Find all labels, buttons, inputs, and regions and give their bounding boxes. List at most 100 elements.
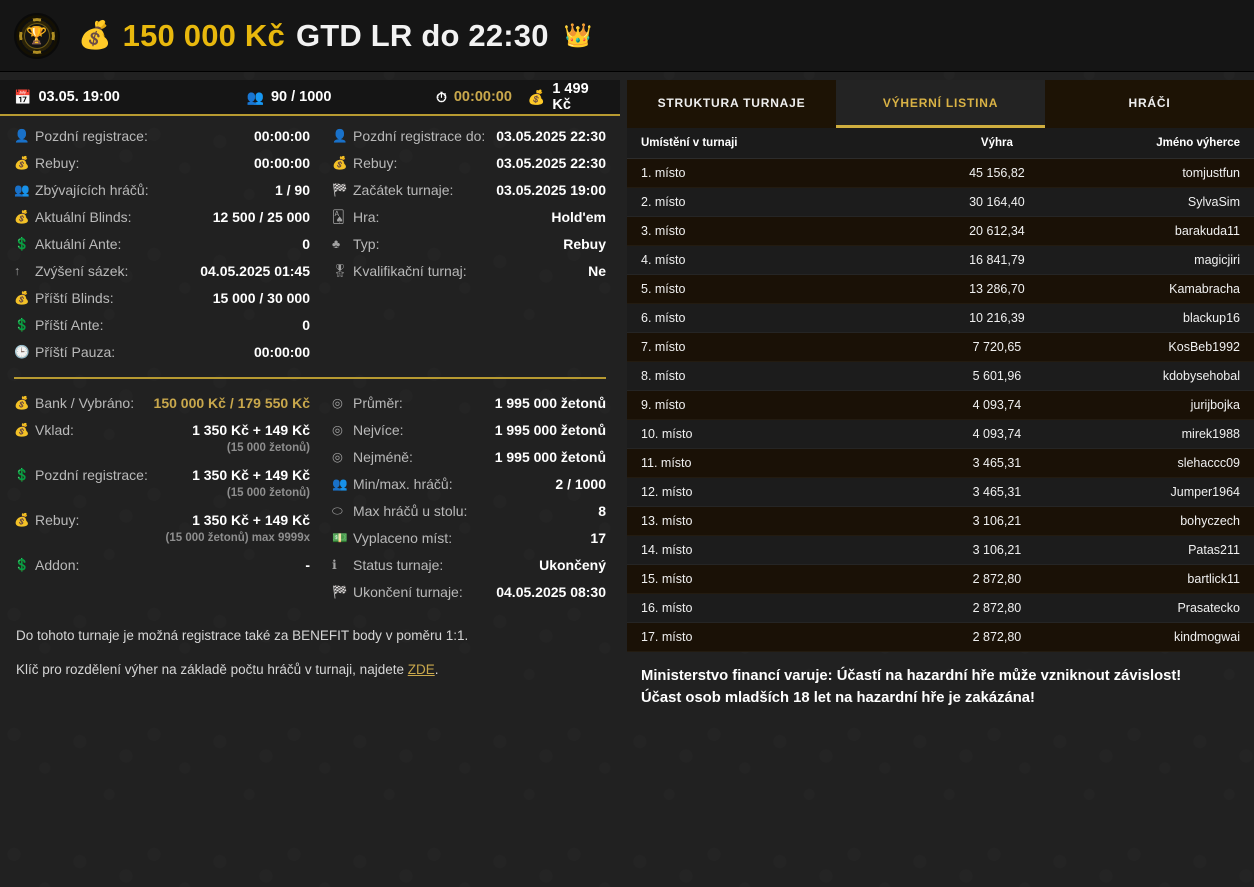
cell-place: 8. místo xyxy=(627,361,910,391)
table-row: 16. místo 2 872,80 Prasatecko xyxy=(627,593,1254,623)
cell-winner: mirek1988 xyxy=(1084,419,1254,449)
detail-value: 00:00:00 xyxy=(253,343,310,360)
detail-value: 150 000 Kč / 179 550 Kč xyxy=(153,394,310,411)
cell-prize: 45 156,82 xyxy=(909,158,1085,188)
cell-place: 13. místo xyxy=(627,506,910,536)
cell-place: 10. místo xyxy=(627,419,910,449)
rebuy-coins-icon: 💰 xyxy=(14,290,30,305)
detail-value: 00:00:00 xyxy=(253,127,310,144)
players-icon: 👥 xyxy=(246,89,264,105)
table-row: 11. místo 3 465,31 slehaccc09 xyxy=(627,448,1254,478)
title-rest: GTD LR do 22:30 xyxy=(295,17,549,53)
cell-prize: 3 106,21 xyxy=(909,506,1085,536)
detail-label: Aktuální Ante: xyxy=(35,235,122,252)
medal-icon: 🎖 xyxy=(332,263,348,278)
detail-value: 1 350 Kč + 149 Kč (15 000 žetonů) xyxy=(192,466,310,502)
cell-prize: 3 465,31 xyxy=(909,477,1085,507)
note-line-2-before: Klíč pro rozdělení výher na základě počt… xyxy=(16,662,408,677)
cell-winner: Patas211 xyxy=(1084,535,1254,565)
flag-icon: 🏁 xyxy=(332,182,348,197)
detail-row: 💵 Vyplaceno míst: 17 xyxy=(332,524,606,551)
detail-row: 💰 Bank / Vybráno: 150 000 Kč / 179 550 Kč xyxy=(14,389,310,416)
crown-icon: 👑 xyxy=(563,22,593,48)
payout-icon: 💵 xyxy=(332,530,348,545)
registration-note: Do tohoto turnaje je možná registrace ta… xyxy=(0,605,620,687)
payout-key-link[interactable]: ZDE xyxy=(407,662,435,677)
cell-prize: 20 612,34 xyxy=(909,216,1085,246)
cell-winner: Kamabracha xyxy=(1084,274,1254,304)
detail-label: Pozdní registrace: xyxy=(35,127,148,144)
prize-list-table: Umístění v turnaji Výhra Jméno výherce 1… xyxy=(627,128,1254,652)
detail-row: 💲 Aktuální Ante: 0 xyxy=(14,230,310,257)
detail-row: 💲 Addon: - xyxy=(14,551,310,578)
cell-winner: magicjiri xyxy=(1084,245,1254,275)
detail-label: Min/max. hráčů: xyxy=(353,475,453,492)
detail-grid-top: 👤 Pozdní registrace: 00:00:00 💰 Rebuy: 00:00:… xyxy=(0,116,620,365)
detail-label: Status turnaje: xyxy=(353,556,444,573)
detail-value: 03.05.2025 22:30 xyxy=(496,154,606,171)
raise-arrow-icon: ↑ xyxy=(14,263,21,278)
detail-row: 💰 Rebuy: 03.05.2025 22:30 xyxy=(332,149,606,176)
detail-value-sub: (15 000 žetonů) xyxy=(226,441,310,454)
detail-row: 👤 Pozdní registrace: 00:00:00 xyxy=(14,122,310,149)
cell-winner: slehaccc09 xyxy=(1084,448,1254,478)
detail-column-right: 👤 Pozdní registrace do: 03.05.2025 22:30 💰 R… xyxy=(310,122,606,365)
table-row: 8. místo 5 601,96 kdobysehobal xyxy=(627,361,1254,391)
page-header: 🏆 💰 150 000 Kč GTD LR do 22:30 👑 xyxy=(0,0,1254,72)
summary-players: 👥 90 / 1000 xyxy=(247,89,436,105)
detail-label: Zvýšení sázek: xyxy=(35,262,129,279)
detail-label: Zbývajících hráčů: xyxy=(35,181,149,198)
prize-table-body: 1. místo 45 156,82 tomjustfun 2. místo 30 16… xyxy=(627,158,1254,652)
cell-prize: 13 286,70 xyxy=(909,274,1085,304)
table-row: 13. místo 3 106,21 bohyczech xyxy=(627,506,1254,536)
tab-bar: STRUKTURA TURNAJE VÝHERNÍ LISTINA HRÁČI xyxy=(627,80,1254,128)
detail-value: 1 / 90 xyxy=(274,181,310,198)
detail-label: Max hráčů u stolu: xyxy=(353,502,468,519)
summary-date: 📅 03.05. 19:00 xyxy=(14,89,247,105)
tab-1[interactable]: STRUKTURA TURNAJE xyxy=(627,80,836,128)
detail-label: Typ: xyxy=(353,235,380,252)
summary-fee: 💰 1 499 Kč xyxy=(528,81,606,113)
detail-value: 03.05.2025 22:30 xyxy=(496,127,606,144)
detail-label: Addon: xyxy=(35,556,80,573)
detail-row: 🕒 Příští Pauza: 00:00:00 xyxy=(14,338,310,365)
legal-warning: Ministerstvo financí varuje: Účastí na h… xyxy=(627,652,1254,709)
tab-3[interactable]: HRÁČI xyxy=(1045,80,1254,128)
table-row: 12. místo 3 465,31 Jumper1964 xyxy=(627,477,1254,507)
detail-row: 🏁 Ukončení turnaje: 04.05.2025 08:30 xyxy=(332,578,606,605)
detail-label: Bank / Vybráno: xyxy=(35,394,135,411)
summary-clock: ⏱ 00:00:00 xyxy=(436,89,512,105)
cell-prize: 2 872,80 xyxy=(909,593,1085,623)
detail-row: 💰 Aktuální Blinds: 12 500 / 25 000 xyxy=(14,203,310,230)
detail-label: Hra: xyxy=(353,208,380,225)
detail-value: 2 / 1000 xyxy=(555,475,606,492)
detail-column-left-2: 💰 Bank / Vybráno: 150 000 Kč / 179 550 Kč 💰… xyxy=(14,389,310,605)
cell-winner: bartlick11 xyxy=(1084,564,1254,594)
detail-label: Rebuy: xyxy=(353,154,398,171)
detail-row: 👥 Zbývajících hráčů: 1 / 90 xyxy=(14,176,310,203)
summary-strip: 📅 03.05. 19:00 👥 90 / 1000 ⏱ 00:00:00 💰 … xyxy=(0,80,620,116)
table-row: 7. místo 7 720,65 KosBeb1992 xyxy=(627,332,1254,362)
tab-2[interactable]: VÝHERNÍ LISTINA xyxy=(836,80,1045,128)
detail-row: ⬭ Max hráčů u stolu: 8 xyxy=(332,497,606,524)
detail-label: Nejméně: xyxy=(353,448,413,465)
detail-label: Rebuy: xyxy=(35,511,80,528)
coin-icon: 💲 xyxy=(14,467,30,482)
detail-label: Ukončení turnaje: xyxy=(353,583,463,600)
card-suits-icon: ♣ xyxy=(332,236,341,251)
cell-winner: blackup16 xyxy=(1084,303,1254,333)
detail-value: 1 350 Kč + 149 Kč (15 000 žetonů) xyxy=(192,421,310,457)
playing-card-icon: 🂡 xyxy=(332,209,345,224)
stopwatch-icon: ⏱ xyxy=(435,89,447,105)
players-icon: 👥 xyxy=(14,182,30,197)
flag-icon: 🏁 xyxy=(332,584,348,599)
cell-place: 5. místo xyxy=(627,274,910,304)
detail-value: 12 500 / 25 000 xyxy=(212,208,310,225)
detail-label: Začátek turnaje: xyxy=(353,181,454,198)
cell-winner: Prasatecko xyxy=(1084,593,1254,623)
table-row: 9. místo 4 093,74 jurijbojka xyxy=(627,390,1254,420)
cell-prize: 16 841,79 xyxy=(909,245,1085,275)
coin-icon: 💰 xyxy=(527,89,546,105)
cell-winner: KosBeb1992 xyxy=(1084,332,1254,362)
detail-label: Pozdní registrace do: xyxy=(353,127,486,144)
